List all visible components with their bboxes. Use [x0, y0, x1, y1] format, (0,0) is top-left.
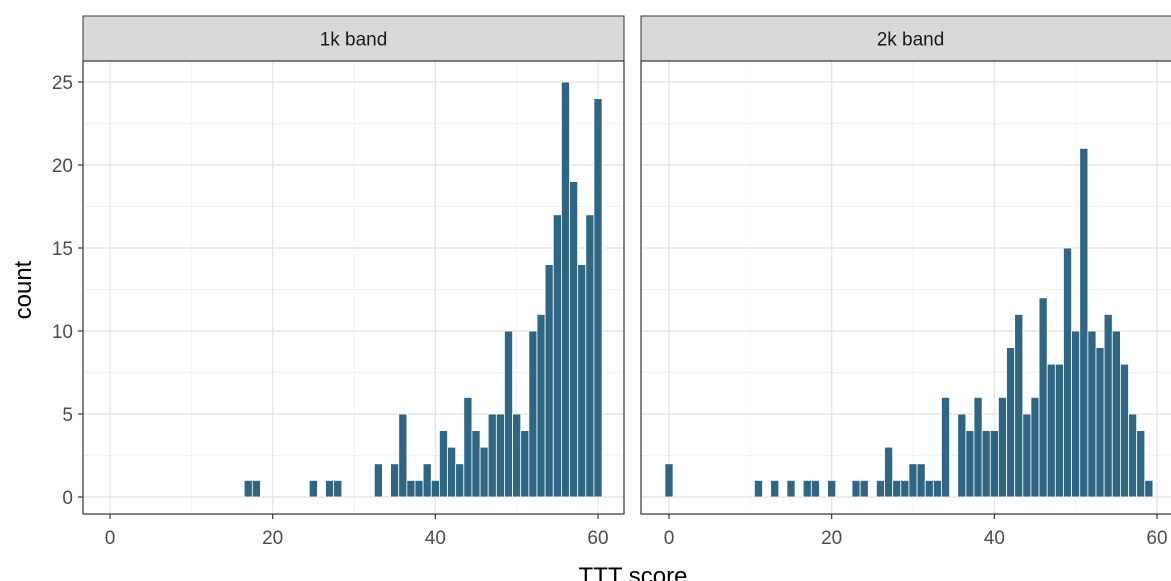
histogram-bar [1087, 330, 1097, 498]
histogram-bar [827, 479, 837, 498]
histogram-bar [884, 446, 894, 498]
histogram-bar [544, 264, 554, 498]
facet-strip [82, 15, 625, 62]
x-axis-title: TTT score [579, 563, 688, 581]
histogram-bar [998, 396, 1007, 498]
histogram-bar [1136, 430, 1146, 498]
histogram-bar [989, 430, 999, 498]
histogram-bar [406, 479, 416, 498]
histogram-bar [1079, 147, 1089, 498]
histogram-bar [965, 430, 975, 498]
y-axis-title: count [10, 260, 37, 319]
histogram-bar [455, 463, 465, 498]
histogram-bar [1071, 330, 1081, 498]
facet-label: 2k band [877, 30, 945, 51]
histogram-bar [1014, 313, 1024, 498]
histogram-bar [754, 479, 763, 498]
histogram-bar [786, 479, 796, 498]
histogram-bar [373, 463, 383, 498]
histogram-bar [569, 181, 579, 498]
histogram-bar [810, 479, 820, 498]
histogram-bar [932, 479, 942, 498]
x-tick-label: 40 [984, 528, 1005, 549]
y-tick-label: 15 [52, 239, 73, 260]
x-tick-label: 0 [664, 528, 675, 549]
histogram-bar [561, 81, 570, 498]
y-tick-label: 10 [52, 322, 73, 343]
histogram-bar [1046, 363, 1056, 498]
histogram-bar [1111, 330, 1121, 498]
histogram-bar [1103, 313, 1113, 498]
histogram-bar [430, 479, 440, 498]
histogram-bar [593, 98, 603, 498]
histogram-bar [333, 479, 343, 498]
facet-strip [640, 15, 1171, 62]
histogram-bar [851, 479, 861, 498]
y-tick-label: 5 [62, 405, 73, 426]
histogram-bar [1038, 297, 1048, 498]
x-tick-label: 40 [425, 528, 446, 549]
x-tick-label: 60 [587, 528, 608, 549]
histogram-bar [325, 479, 335, 498]
x-tick-label: 20 [262, 528, 283, 549]
facet-label: 1k band [320, 30, 388, 51]
histogram-bar [471, 430, 481, 498]
y-tick-label: 25 [52, 73, 73, 94]
x-tick-label: 20 [821, 528, 842, 549]
histogram-bar [924, 479, 934, 498]
histogram-bar [422, 463, 432, 498]
histogram-bar [1144, 479, 1154, 498]
histogram-bar [552, 214, 562, 498]
histogram-bar [520, 430, 530, 498]
histogram-bar [1128, 413, 1138, 498]
histogram-bar [243, 479, 253, 498]
histogram-bar [414, 479, 424, 498]
histogram-bar [916, 463, 926, 498]
histogram-bar [479, 446, 489, 498]
y-tick-label: 20 [52, 156, 73, 177]
histogram-bar [504, 330, 514, 498]
histogram-bar [859, 479, 869, 498]
histogram-bar [528, 330, 538, 498]
histogram-bar [438, 430, 448, 498]
histogram-bar [957, 413, 967, 498]
histogram-bar [900, 479, 910, 498]
histogram-bar [251, 479, 261, 498]
x-tick-label: 0 [105, 528, 116, 549]
histogram-bar [398, 413, 408, 498]
x-tick-label: 60 [1146, 528, 1167, 549]
histogram-bar [802, 479, 812, 498]
histogram-bar [664, 463, 674, 498]
histogram-bar [1054, 363, 1064, 498]
histogram-bar [577, 264, 587, 498]
histogram-bar [908, 463, 918, 498]
histogram-bar [1006, 347, 1016, 498]
histogram-bar [941, 396, 951, 498]
histogram-bar [447, 446, 457, 498]
histogram-bar [495, 413, 505, 498]
histogram-bar [512, 413, 522, 498]
histogram-bar [973, 396, 983, 498]
panel-border [82, 60, 625, 515]
histogram-bar [536, 313, 546, 498]
histogram-bar [1095, 347, 1105, 498]
histogram-bar [876, 479, 885, 498]
histogram-bar [1120, 363, 1129, 498]
histogram-bar [1063, 247, 1073, 498]
histogram-bar [1030, 396, 1040, 498]
y-tick-label: 0 [62, 488, 73, 509]
histogram-bar [770, 479, 780, 498]
histogram-bar [1022, 413, 1032, 498]
histogram-bar [981, 430, 991, 498]
histogram-bar [390, 463, 400, 498]
histogram-bar [463, 396, 473, 498]
histogram-bar [308, 479, 318, 498]
panel-border [640, 60, 1171, 515]
histogram-bar [585, 214, 595, 498]
histogram-bar [892, 479, 902, 498]
histogram-bar [487, 413, 497, 498]
